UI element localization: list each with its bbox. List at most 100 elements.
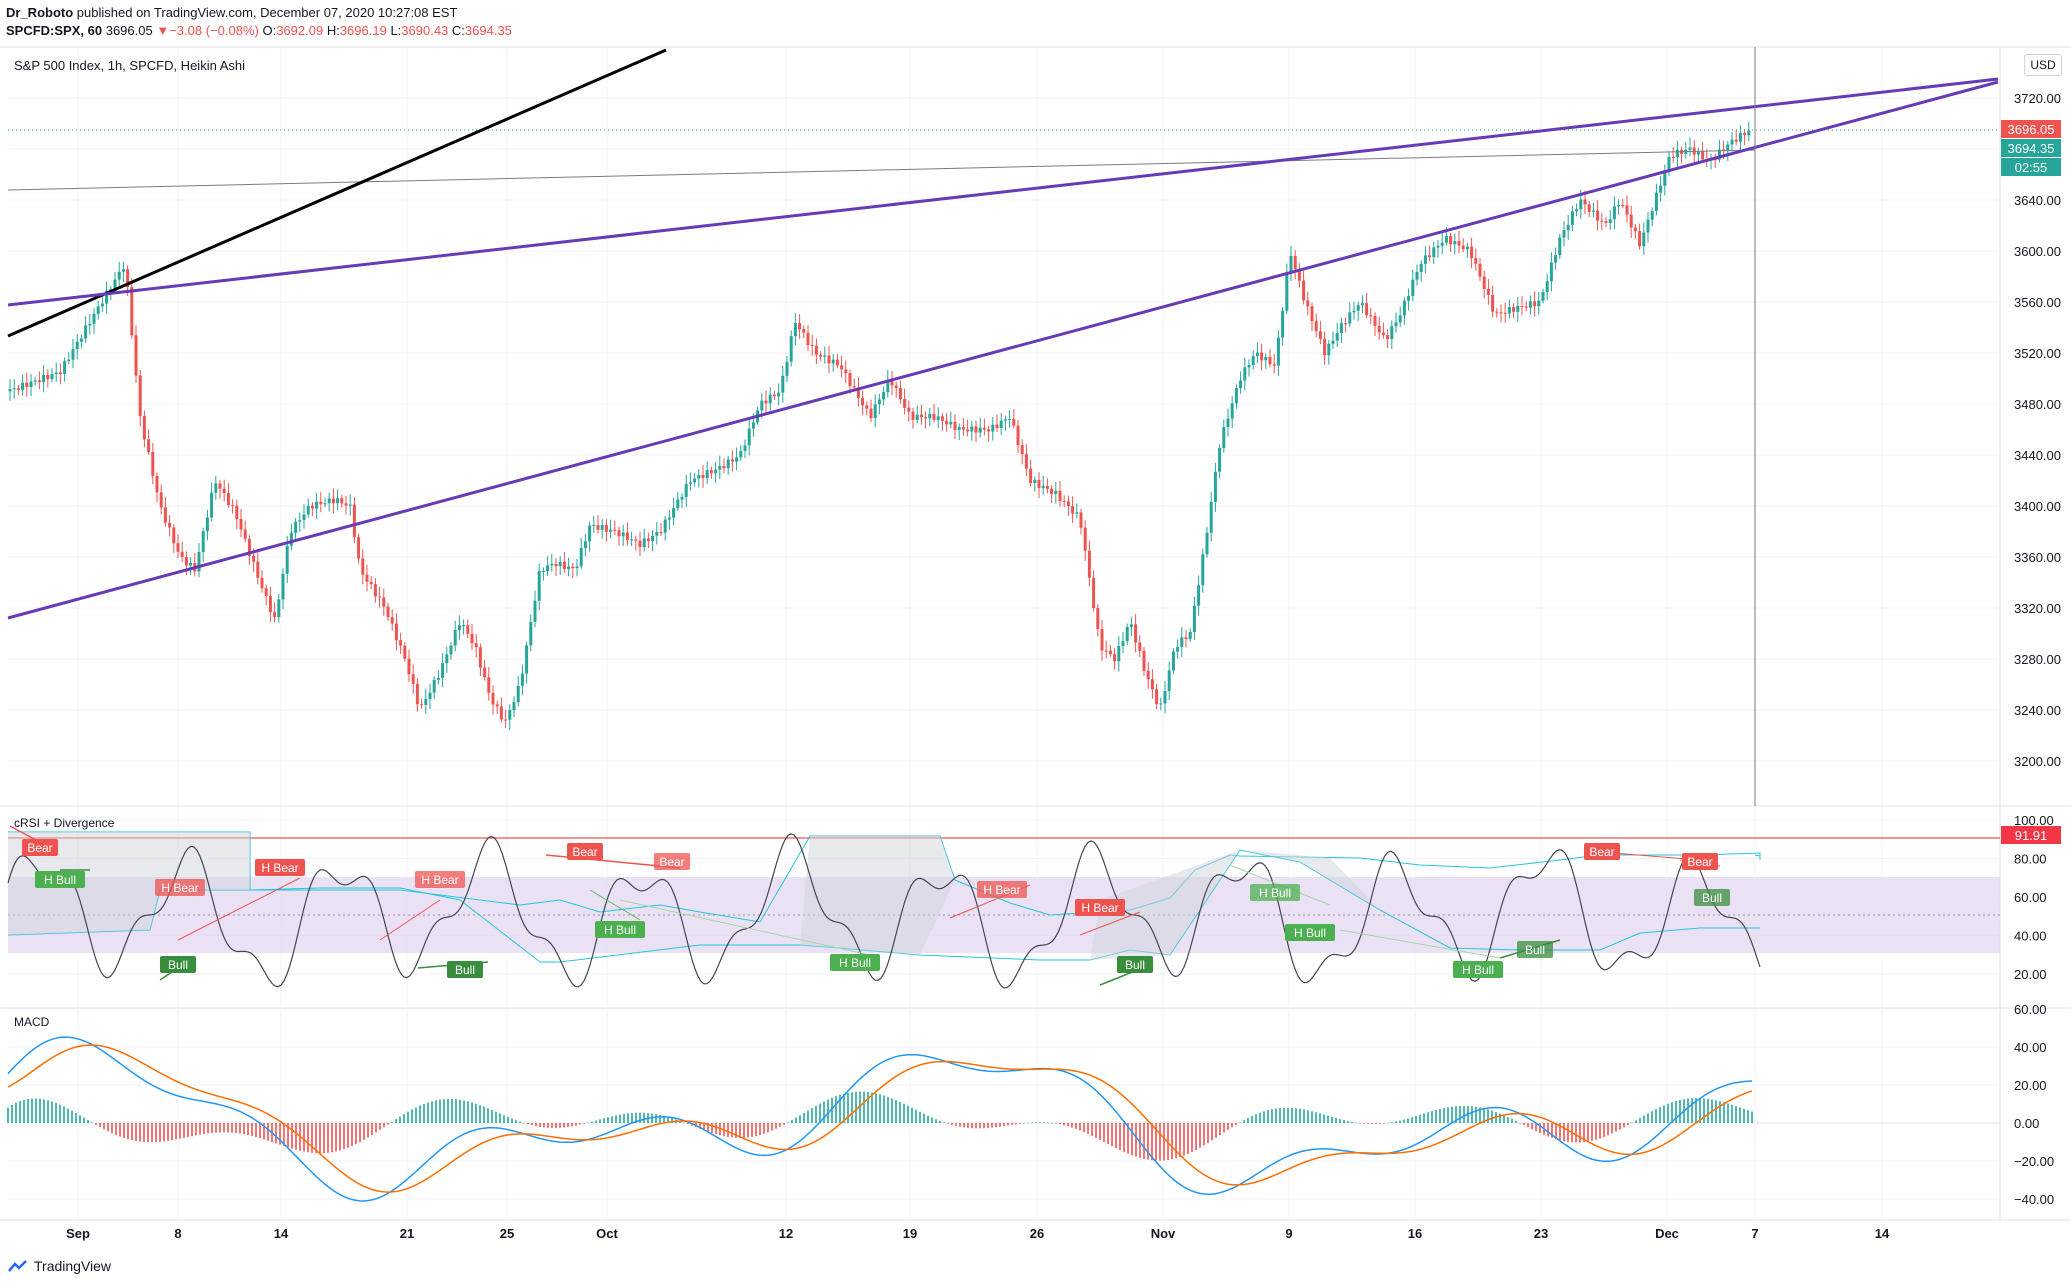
histogram-bar xyxy=(1559,1123,1561,1141)
histogram-bar xyxy=(1731,1104,1733,1123)
divergence-label-box xyxy=(1517,941,1553,958)
rsi-axis[interactable]: 100.00 80.00 60.00 40.00 20.00 xyxy=(2014,813,2054,982)
footer-brand[interactable]: TradingView xyxy=(8,1258,111,1274)
histogram-bar xyxy=(835,1096,837,1123)
histogram-bar xyxy=(1599,1123,1601,1139)
candle-body xyxy=(420,704,424,706)
candle-body xyxy=(882,392,886,400)
candle-body xyxy=(21,382,25,390)
histogram-bar xyxy=(871,1092,873,1123)
macd-line xyxy=(7,1036,1753,1202)
candle-body xyxy=(709,470,713,474)
histogram-bar xyxy=(1119,1123,1121,1151)
macd-axis[interactable]: 60.00 40.00 20.00 0.00 −20.00 −40.00 xyxy=(2014,1002,2054,1207)
candle-body xyxy=(873,404,877,419)
candle-body xyxy=(1083,527,1087,551)
price-axis[interactable]: 3720.003680.003640.003600.003560.003520.… xyxy=(2014,91,2061,769)
histogram-bar xyxy=(603,1118,605,1123)
candle-body xyxy=(474,643,478,648)
candle-body xyxy=(1205,532,1209,555)
candle-body xyxy=(764,400,768,404)
black-trendline[interactable] xyxy=(7,48,667,338)
candle-body xyxy=(1159,703,1163,705)
candle-body xyxy=(546,565,550,572)
candle-body xyxy=(1743,132,1747,136)
lower-purple-trendline[interactable] xyxy=(7,80,1999,620)
candle-body xyxy=(1701,151,1705,160)
histogram-bar xyxy=(1115,1123,1117,1149)
histogram-bar xyxy=(451,1098,453,1123)
price-tick-label: 3600.00 xyxy=(2014,244,2061,259)
histogram-bar xyxy=(1407,1118,1409,1123)
candle-body xyxy=(735,457,739,462)
candle-body xyxy=(478,647,482,668)
histogram-bar xyxy=(155,1123,157,1143)
candle-body xyxy=(1096,607,1100,630)
histogram-bar xyxy=(1267,1110,1269,1123)
histogram-bar xyxy=(555,1123,557,1128)
histogram-bar xyxy=(135,1123,137,1141)
author-name[interactable]: Dr_Roboto xyxy=(6,5,74,20)
histogram-bar xyxy=(427,1102,429,1123)
histogram-bar xyxy=(843,1093,845,1123)
histogram-bar xyxy=(1403,1119,1405,1123)
upper-purple-trendline[interactable] xyxy=(7,77,1999,307)
candle-body xyxy=(529,621,533,646)
candle-body xyxy=(1155,689,1159,705)
histogram-bar xyxy=(379,1123,381,1130)
histogram-bar xyxy=(259,1123,261,1139)
candle-body xyxy=(798,323,802,330)
histogram-bar xyxy=(1271,1109,1273,1123)
candle-body xyxy=(1453,241,1457,245)
histogram-bar xyxy=(1003,1123,1005,1127)
histogram-bar xyxy=(827,1099,829,1123)
histogram-bar xyxy=(143,1123,145,1142)
candle-body xyxy=(1012,419,1016,426)
candle-body xyxy=(33,380,37,382)
histogram-bar xyxy=(1583,1123,1585,1143)
histogram-bar xyxy=(995,1123,997,1128)
symbol-name[interactable]: SPCFD:SPX, 60 xyxy=(6,23,103,38)
histogram-bar xyxy=(1567,1123,1569,1142)
histogram-bar xyxy=(803,1112,805,1123)
time-axis[interactable]: Sep 8 14 21 25 Oct 12 19 26 Nov 9 16 23 Dec 7 14 xyxy=(66,1226,1890,1241)
candle-body xyxy=(982,427,986,430)
histogram-bar xyxy=(1419,1114,1421,1123)
candle-body xyxy=(1717,149,1721,160)
histogram-bar xyxy=(1195,1123,1197,1150)
rsi-tick-label: 80.00 xyxy=(2014,852,2047,867)
histogram-bar xyxy=(999,1123,1001,1127)
histogram-bar xyxy=(919,1111,921,1123)
histogram-bar xyxy=(335,1123,337,1152)
histogram-bar xyxy=(819,1103,821,1123)
candle-body xyxy=(932,413,936,420)
histogram-bar xyxy=(471,1102,473,1123)
candle-body xyxy=(915,414,919,420)
open-value: 3692.09 xyxy=(276,23,324,38)
candle-body xyxy=(222,488,226,494)
histogram-bar xyxy=(15,1102,17,1123)
histogram-bar xyxy=(183,1123,185,1138)
candle-body xyxy=(1457,241,1461,246)
candle-body xyxy=(336,498,340,504)
histogram-bar xyxy=(579,1123,581,1125)
histogram-bar xyxy=(739,1123,741,1138)
candle-body xyxy=(772,394,776,397)
histogram-bar xyxy=(775,1123,777,1129)
currency-button[interactable]: USD xyxy=(2024,54,2062,76)
candle-body xyxy=(613,529,617,531)
histogram-bar xyxy=(687,1123,689,1125)
candle-body xyxy=(865,405,869,409)
candle-body xyxy=(806,332,810,346)
histogram-bar xyxy=(147,1123,149,1143)
histogram-bar xyxy=(1011,1123,1013,1125)
candle-body xyxy=(239,518,243,530)
histogram-bar xyxy=(1107,1123,1109,1145)
histogram-bar xyxy=(1411,1117,1413,1123)
histogram-bar xyxy=(823,1101,825,1123)
candle-body xyxy=(718,465,722,470)
rsi-shade-4 xyxy=(1240,850,1380,910)
histogram-bar xyxy=(1095,1123,1097,1138)
histogram-bar xyxy=(423,1103,425,1123)
